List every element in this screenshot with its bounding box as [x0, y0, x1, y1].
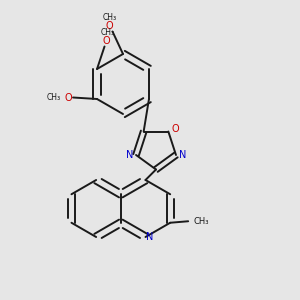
Text: N: N — [179, 150, 186, 160]
Text: CH₃: CH₃ — [46, 93, 61, 102]
Text: O: O — [102, 36, 110, 46]
Text: CH₃: CH₃ — [194, 217, 209, 226]
Text: N: N — [146, 232, 153, 242]
Text: O: O — [171, 124, 179, 134]
Text: O: O — [64, 92, 72, 103]
Text: CH₃: CH₃ — [102, 13, 117, 22]
Text: O: O — [106, 21, 113, 32]
Text: methoxy: methoxy — [105, 19, 111, 20]
Text: N: N — [126, 150, 133, 160]
Text: CH₃: CH₃ — [100, 28, 115, 37]
